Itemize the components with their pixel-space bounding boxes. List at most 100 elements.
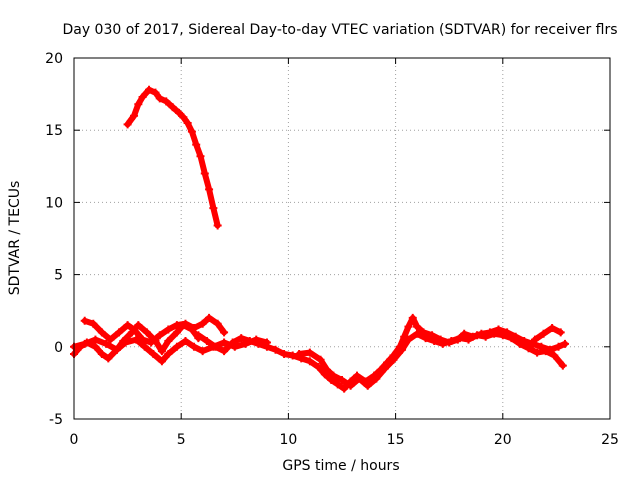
data-point: [524, 344, 533, 353]
data-point: [134, 100, 143, 109]
data-point: [490, 329, 499, 338]
data-point: [205, 313, 214, 322]
data-point: [228, 338, 237, 347]
data-point: [413, 322, 422, 331]
data-point: [541, 347, 550, 356]
data-point: [172, 328, 181, 337]
data-point: [288, 351, 297, 360]
data-point: [400, 332, 409, 341]
data-point: [314, 363, 323, 372]
data-point: [295, 350, 304, 359]
data-point: [205, 185, 214, 194]
data-point: [398, 345, 407, 354]
data-point: [455, 334, 464, 343]
data-point: [151, 88, 160, 97]
data-point: [91, 342, 100, 351]
data-point: [220, 347, 229, 356]
data-point: [530, 335, 539, 344]
y-tick-label: 20: [45, 51, 63, 67]
data-point: [123, 321, 132, 330]
data-point: [172, 321, 181, 330]
data-point: [121, 338, 130, 347]
data-point: [168, 103, 177, 112]
data-point: [102, 339, 111, 348]
data-point: [305, 348, 314, 357]
y-tick-label: -5: [49, 412, 63, 428]
grid: [74, 58, 610, 419]
data-point: [404, 322, 413, 331]
data-point: [198, 347, 207, 356]
data-point: [190, 342, 199, 351]
data-point: [155, 331, 164, 340]
x-tick-label: 10: [279, 432, 297, 448]
data-point: [91, 335, 100, 344]
data-point: [130, 111, 139, 120]
data-point: [533, 348, 542, 357]
data-point: [372, 374, 381, 383]
data-point: [164, 325, 173, 334]
data-point: [305, 357, 314, 366]
data-point: [408, 313, 417, 322]
data-point: [220, 328, 229, 337]
y-tick-label: 0: [54, 340, 63, 356]
series-arc-f: [532, 325, 564, 343]
x-tick-label: 25: [601, 432, 619, 448]
data-point: [181, 337, 190, 346]
y-tick-label: 15: [45, 123, 63, 139]
data-point: [560, 339, 569, 348]
data-point: [473, 331, 482, 340]
data-point: [421, 334, 430, 343]
data-point: [147, 338, 156, 347]
data-point: [157, 347, 166, 356]
data-point: [192, 140, 201, 149]
data-point: [254, 339, 263, 348]
x-tick-label: 15: [387, 432, 405, 448]
data-point: [438, 339, 447, 348]
data-point: [181, 319, 190, 328]
data-point: [507, 334, 516, 343]
data-point: [179, 113, 188, 122]
x-tick-label: 5: [177, 432, 186, 448]
data-point: [149, 350, 158, 359]
chart-title: Day 030 of 2017, Sidereal Day-to-day VTE…: [62, 22, 617, 38]
data-point: [162, 97, 171, 106]
data-point: [140, 342, 149, 351]
plot-frame: [73, 57, 611, 420]
data-point: [333, 380, 342, 389]
data-point: [97, 328, 106, 337]
data-point: [245, 337, 254, 346]
x-tick-label: 20: [494, 432, 512, 448]
data-point: [213, 221, 222, 230]
data-point: [329, 371, 338, 380]
data-point: [106, 335, 115, 344]
data-point: [104, 354, 113, 363]
data-point: [380, 364, 389, 373]
data-point: [198, 319, 207, 328]
data-point: [464, 335, 473, 344]
x-axis-label: GPS time / hours: [282, 458, 399, 474]
data-point: [220, 338, 229, 347]
data-point: [554, 342, 563, 351]
data-point: [183, 118, 192, 127]
data-point: [202, 337, 211, 346]
data-point: [164, 350, 173, 359]
data-point: [172, 342, 181, 351]
data-series: [70, 85, 569, 393]
data-point: [164, 337, 173, 346]
series-arc-d: [195, 314, 568, 392]
data-point: [209, 204, 218, 213]
data-point: [515, 339, 524, 348]
data-point: [132, 335, 141, 344]
data-point: [123, 120, 132, 129]
data-point: [346, 381, 355, 390]
data-point: [338, 376, 346, 385]
data-point: [404, 335, 413, 344]
data-point: [145, 85, 154, 94]
data-point: [498, 331, 507, 340]
data-point: [558, 361, 567, 370]
y-axis-label: SDTVAR / TECUs: [7, 181, 23, 296]
data-point: [134, 321, 143, 330]
data-point: [196, 152, 205, 161]
data-point: [271, 345, 280, 354]
y-tick-label: 5: [54, 268, 63, 284]
